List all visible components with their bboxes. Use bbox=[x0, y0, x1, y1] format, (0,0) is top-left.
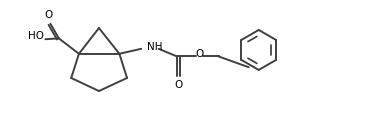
Text: O: O bbox=[195, 49, 204, 59]
Text: O: O bbox=[44, 10, 52, 20]
Text: O: O bbox=[174, 80, 182, 90]
Text: HO: HO bbox=[28, 31, 44, 42]
Text: NH: NH bbox=[147, 42, 162, 52]
